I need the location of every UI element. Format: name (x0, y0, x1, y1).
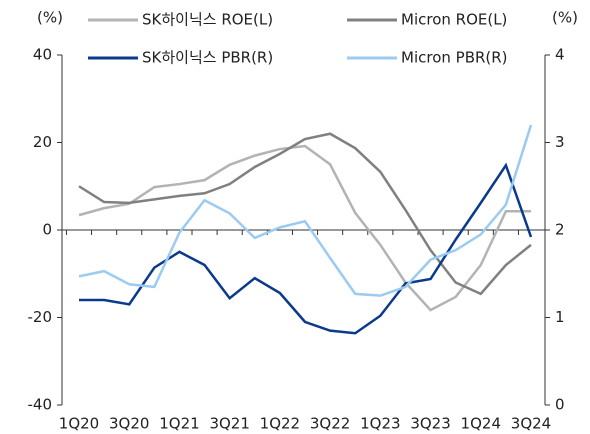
line-series (78, 132, 532, 296)
legend-label: SK하이닉스 ROE(L) (142, 11, 273, 29)
legend-label: Micron ROE(L) (401, 11, 507, 29)
x-tick-label: 1Q23 (360, 415, 400, 433)
x-tick-label: 1Q22 (260, 415, 300, 433)
y-tick-label: 20 (33, 133, 52, 151)
line-series (78, 124, 533, 297)
y2-tick-label: 3 (555, 133, 565, 151)
y2-tick-label: 0 (555, 396, 565, 414)
y-tick-label: 40 (33, 46, 52, 64)
x-tick-label: 3Q23 (410, 415, 450, 433)
y2-tick-label: 1 (555, 308, 565, 326)
y-axis-label: (%) (37, 9, 63, 27)
y-tick-label: 0 (42, 221, 52, 239)
y2-tick-label: 2 (555, 221, 565, 239)
y2-axis-label: (%) (552, 9, 578, 27)
x-tick-label: 3Q20 (109, 415, 149, 433)
legend-label: SK하이닉스 PBR(R) (142, 49, 273, 67)
y-tick-label: -40 (28, 396, 53, 414)
y2-tick-label: 4 (555, 46, 565, 64)
x-tick-label: 1Q21 (159, 415, 199, 433)
y-tick-label: -20 (28, 308, 53, 326)
line-series (78, 144, 531, 312)
x-tick-label: 3Q21 (209, 415, 249, 433)
x-tick-label: 1Q20 (59, 415, 99, 433)
x-tick-label: 3Q22 (310, 415, 350, 433)
x-tick-label: 3Q24 (511, 415, 551, 433)
legend-label: Micron PBR(R) (401, 49, 508, 67)
x-tick-label: 1Q24 (461, 415, 501, 433)
line-series (79, 162, 533, 335)
